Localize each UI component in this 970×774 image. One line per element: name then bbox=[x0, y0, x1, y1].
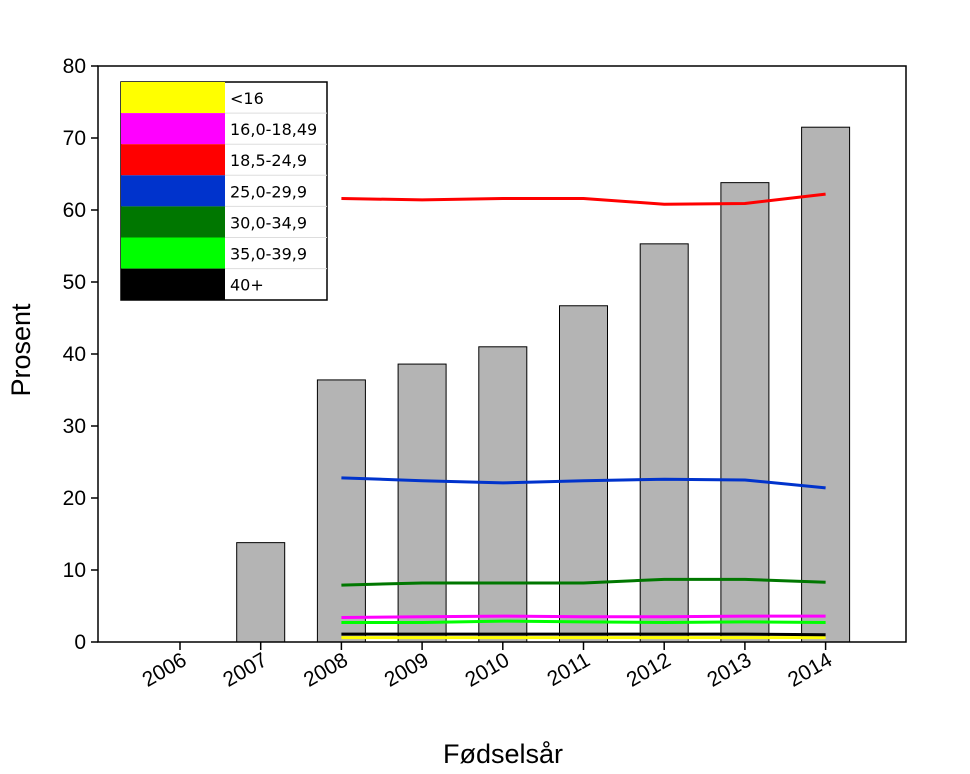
legend-label: 35,0-39,9 bbox=[230, 245, 307, 264]
x-tick-label: 2006 bbox=[139, 648, 191, 691]
bar-2007 bbox=[236, 542, 286, 643]
bar-2008 bbox=[316, 379, 366, 643]
y-tick-label: 0 bbox=[74, 631, 86, 654]
x-tick-label: 2012 bbox=[623, 648, 675, 691]
series-line-2 bbox=[341, 192, 826, 206]
x-tick-label: 2008 bbox=[300, 648, 352, 691]
legend-label: <16 bbox=[230, 89, 264, 108]
y-tick-label: 30 bbox=[63, 415, 86, 438]
legend-label: 16,0-18,49 bbox=[230, 120, 317, 139]
x-tick-label: 2009 bbox=[381, 648, 433, 691]
series-line-3 bbox=[341, 476, 826, 490]
bar-2010 bbox=[478, 346, 528, 643]
series-line-1 bbox=[341, 614, 826, 620]
legend-swatch bbox=[121, 82, 225, 114]
bar-2013 bbox=[720, 182, 770, 643]
y-tick-label: 40 bbox=[63, 343, 86, 366]
y-tick-label: 60 bbox=[63, 199, 86, 222]
series-line-5 bbox=[341, 619, 826, 625]
legend-swatch bbox=[121, 237, 225, 269]
x-tick-label: 2014 bbox=[784, 648, 836, 691]
y-axis-label: Prosent bbox=[6, 303, 36, 397]
bar-2009 bbox=[397, 363, 447, 643]
legend-label: 40+ bbox=[230, 276, 264, 295]
x-axis-label: Fødselsår bbox=[443, 739, 563, 769]
legend-swatch bbox=[121, 268, 225, 300]
x-tick-label: 2010 bbox=[461, 648, 513, 691]
x-tick-label: 2007 bbox=[219, 648, 271, 691]
bar-2014 bbox=[801, 126, 851, 643]
x-tick-label: 2011 bbox=[543, 648, 594, 691]
y-tick-label: 10 bbox=[63, 559, 86, 582]
y-tick-label: 70 bbox=[63, 127, 86, 150]
legend-label: 25,0-29,9 bbox=[230, 182, 307, 201]
legend-swatch bbox=[121, 113, 225, 145]
legend-label: 30,0-34,9 bbox=[230, 213, 307, 232]
y-tick-label: 50 bbox=[63, 271, 86, 294]
legend-label: 18,5-24,9 bbox=[230, 151, 307, 170]
series-line-6 bbox=[341, 632, 826, 637]
x-tick-label: 2013 bbox=[703, 648, 755, 691]
series-line-4 bbox=[341, 577, 826, 587]
bar-2011 bbox=[559, 305, 608, 643]
y-tick-label: 20 bbox=[63, 487, 86, 510]
legend-swatch bbox=[121, 144, 225, 176]
y-tick-label: 80 bbox=[63, 55, 86, 78]
legend-swatch bbox=[121, 206, 225, 238]
bar-2012 bbox=[639, 243, 689, 643]
legend-swatch bbox=[121, 175, 225, 207]
